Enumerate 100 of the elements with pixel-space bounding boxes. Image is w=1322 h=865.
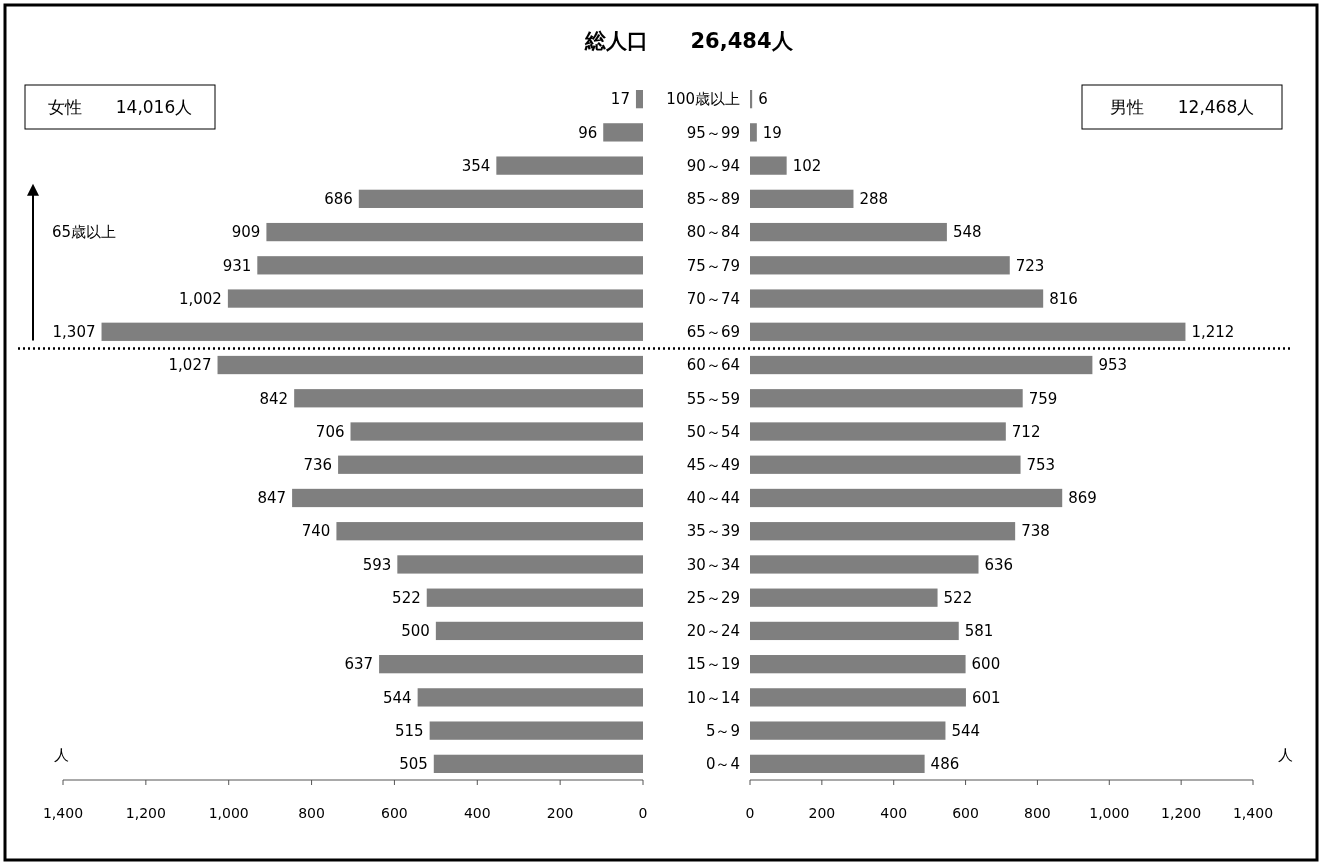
annotation: 女性 14,016人	[47, 96, 193, 117]
y-tick-label: 100歳以上	[666, 90, 740, 109]
bar	[750, 289, 1044, 308]
bar	[750, 688, 966, 707]
x-tick-label: 200	[546, 805, 574, 821]
y-tick-label: 10～14	[686, 688, 740, 707]
data-label: 723	[1015, 256, 1045, 275]
data-label: 593	[362, 555, 392, 574]
y-tick-label: 15～19	[686, 655, 740, 674]
x-tick-label: 800	[298, 805, 325, 821]
bar	[350, 422, 643, 441]
x-tick-label: 600	[381, 805, 408, 821]
x-tick-label: 1,200	[1161, 805, 1202, 821]
y-tick-label: 85～89	[686, 190, 740, 209]
data-label: 712	[1011, 422, 1041, 441]
y-tick-label: 65～69	[686, 323, 740, 342]
y-tick-label: 5～9	[705, 721, 740, 740]
y-tick-label: 45～49	[686, 455, 740, 474]
y-tick-label: 70～74	[686, 289, 740, 308]
y-tick-label: 25～29	[686, 588, 740, 607]
data-label: 486	[930, 755, 960, 774]
x-axis-title: 人	[1277, 746, 1293, 764]
x-tick-label: 1,000	[1089, 805, 1130, 821]
bar	[294, 389, 643, 408]
data-label: 1,002	[178, 289, 222, 308]
bar	[750, 222, 947, 242]
bar	[635, 90, 643, 109]
bar	[397, 555, 643, 574]
data-label: 1,212	[1191, 323, 1235, 342]
data-label: 816	[1049, 289, 1078, 308]
y-tick-label: 80～84	[686, 223, 740, 242]
bar	[603, 123, 643, 142]
data-label: 6	[758, 90, 768, 109]
bar	[336, 522, 643, 541]
data-label: 686	[324, 190, 353, 209]
y-tick-label: 35～39	[686, 522, 740, 541]
data-label: 522	[392, 588, 421, 607]
bar	[433, 754, 643, 773]
x-tick-label: 800	[1024, 805, 1051, 821]
data-label: 909	[231, 223, 261, 242]
y-tick-label: 90～94	[686, 156, 740, 175]
bar	[750, 655, 966, 674]
bar	[435, 621, 643, 641]
bar	[750, 355, 1093, 375]
bar	[429, 721, 643, 740]
y-tick-label: 60～64	[686, 356, 740, 375]
bar	[426, 588, 643, 607]
y-tick-label: 30～34	[686, 555, 740, 574]
data-label: 736	[303, 455, 333, 474]
y-tick-label: 0～4	[705, 755, 740, 774]
bar	[750, 156, 787, 175]
data-label: 500	[401, 622, 430, 641]
data-label: 544	[951, 721, 981, 740]
data-label: 842	[259, 389, 289, 408]
bar	[750, 721, 946, 740]
data-label: 706	[315, 422, 345, 441]
data-label: 19	[762, 123, 782, 142]
data-label: 17	[610, 90, 630, 109]
bar	[750, 621, 959, 641]
y-tick-label: 75～79	[686, 256, 740, 275]
bar	[750, 455, 1021, 474]
bar	[496, 156, 643, 175]
data-label: 102	[792, 156, 822, 175]
bar	[750, 389, 1023, 408]
bar	[750, 555, 979, 574]
x-tick-label: 1,400	[1232, 805, 1274, 821]
data-label: 601	[971, 688, 1001, 707]
bar	[101, 322, 643, 341]
text: 総人口 26,484人	[584, 29, 794, 53]
x-tick-label: 200	[808, 805, 836, 821]
data-label: 581	[964, 622, 994, 641]
data-label: 847	[257, 489, 287, 508]
data-label: 738	[1021, 522, 1050, 541]
data-label: 931	[222, 256, 252, 275]
y-tick-label: 55～59	[686, 389, 740, 408]
data-label: 869	[1068, 489, 1097, 508]
bar	[266, 222, 643, 242]
data-label: 96	[578, 123, 598, 142]
bar	[750, 588, 938, 607]
data-label: 753	[1026, 455, 1056, 474]
data-label: 740	[301, 522, 331, 541]
data-label: 759	[1028, 389, 1058, 408]
x-tick-label: 600	[952, 805, 979, 821]
ref-line-label: 65歳以上	[52, 223, 117, 242]
data-label: 505	[399, 755, 428, 774]
data-label: 600	[971, 655, 1001, 674]
data-label: 548	[952, 223, 982, 242]
bar	[750, 189, 854, 208]
x-tick-label: 0	[638, 805, 648, 821]
bar	[750, 754, 925, 773]
bar	[417, 688, 643, 707]
x-tick-label: 1,200	[125, 805, 166, 821]
data-label: 544	[382, 688, 412, 707]
bar	[338, 455, 643, 474]
y-tick-label: 20～24	[686, 622, 740, 641]
x-tick-label: 1,400	[42, 805, 84, 821]
y-tick-label: 95～99	[686, 123, 740, 142]
y-tick-label: 50～54	[686, 422, 740, 441]
data-label: 953	[1098, 356, 1128, 375]
bar	[227, 289, 643, 308]
